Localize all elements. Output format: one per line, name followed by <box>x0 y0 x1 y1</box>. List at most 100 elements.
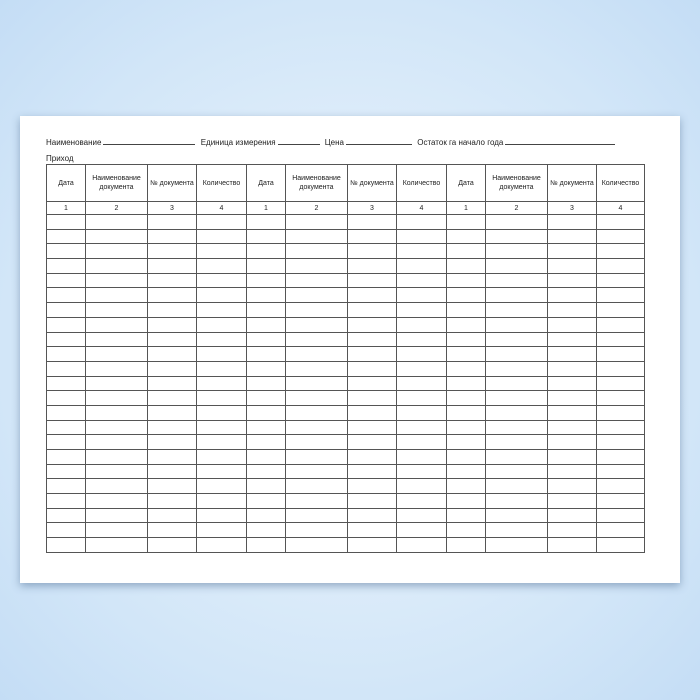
table-cell <box>85 493 148 509</box>
table-cell <box>596 331 645 348</box>
table-cell <box>246 449 286 465</box>
table-cell <box>446 434 486 450</box>
table-cell <box>85 478 148 495</box>
name-label: Наименование <box>46 138 102 147</box>
table-cell <box>485 302 548 318</box>
table-cell <box>347 478 397 495</box>
table-cell <box>547 390 597 406</box>
column-header: Наименование документа <box>285 164 348 202</box>
column-number: 4 <box>196 201 247 215</box>
table-cell <box>246 214 286 230</box>
table-cell <box>246 302 286 318</box>
table-cell <box>196 272 247 289</box>
table-cell <box>446 346 486 362</box>
table-cell <box>596 287 645 304</box>
table-row <box>46 346 645 362</box>
column-header: Дата <box>46 164 86 202</box>
table-cell <box>547 302 597 318</box>
table-cell <box>246 243 286 260</box>
table-cell <box>285 537 348 553</box>
table-row <box>46 331 645 348</box>
table-cell <box>547 419 597 436</box>
table-cell <box>246 404 286 421</box>
table-row <box>46 463 645 480</box>
table-cell <box>446 375 486 392</box>
table-cell <box>46 463 86 480</box>
table-cell <box>347 493 397 509</box>
table-cell <box>396 287 447 304</box>
table-cell <box>347 463 397 480</box>
table-cell <box>596 346 645 362</box>
table-cell <box>147 463 197 480</box>
table-cell <box>147 537 197 553</box>
table-cell <box>246 316 286 333</box>
table-cell <box>485 449 548 465</box>
table-cell <box>246 522 286 539</box>
table-cell <box>46 375 86 392</box>
table-cell <box>85 449 148 465</box>
table-cell <box>485 493 548 509</box>
table-cell <box>46 360 86 377</box>
table-row <box>46 537 645 553</box>
table-cell <box>147 360 197 377</box>
table-row <box>46 404 645 421</box>
table-cell <box>596 272 645 289</box>
section-label: Приход <box>46 154 74 163</box>
table-cell <box>246 478 286 495</box>
table-cell <box>147 258 197 274</box>
table-cell <box>446 272 486 289</box>
table-cell <box>396 316 447 333</box>
table-cell <box>85 272 148 289</box>
table-cell <box>285 449 348 465</box>
column-number: 2 <box>285 201 348 215</box>
table-cell <box>396 507 447 524</box>
table-cell <box>196 316 247 333</box>
table-cell <box>196 360 247 377</box>
table-cell <box>46 390 86 406</box>
table-row <box>46 390 645 406</box>
table-cell <box>46 537 86 553</box>
table-cell <box>547 404 597 421</box>
table-row <box>46 375 645 392</box>
table-cell <box>396 360 447 377</box>
table-cell <box>596 360 645 377</box>
table-cell <box>85 360 148 377</box>
table-cell <box>596 316 645 333</box>
table-cell <box>347 214 397 230</box>
table-cell <box>285 493 348 509</box>
table-cell <box>596 537 645 553</box>
table-cell <box>196 434 247 450</box>
table-cell <box>485 419 548 436</box>
table-cell <box>547 287 597 304</box>
table-cell <box>396 346 447 362</box>
table-row <box>46 493 645 509</box>
table-cell <box>196 346 247 362</box>
column-header: Количество <box>396 164 447 202</box>
table-cell <box>547 316 597 333</box>
table-cell <box>396 493 447 509</box>
document-page: Наименование Единица измерения Цена Оста… <box>20 116 680 583</box>
table-cell <box>485 214 548 230</box>
table-cell <box>147 287 197 304</box>
table-cell <box>446 302 486 318</box>
column-header: № документа <box>347 164 397 202</box>
table-cell <box>196 375 247 392</box>
table-row <box>46 507 645 524</box>
table-cell <box>596 507 645 524</box>
table-row <box>46 360 645 377</box>
table-cell <box>485 522 548 539</box>
table-cell <box>147 404 197 421</box>
table-cell <box>396 214 447 230</box>
table-cell <box>446 522 486 539</box>
table-row <box>46 434 645 450</box>
table-cell <box>446 331 486 348</box>
table-cell <box>596 228 645 245</box>
table-cell <box>347 346 397 362</box>
balance-blank <box>505 136 616 145</box>
table-cell <box>246 463 286 480</box>
column-number: 2 <box>85 201 148 215</box>
price-label: Цена <box>324 138 344 147</box>
table-cell <box>347 316 397 333</box>
table-cell <box>446 258 486 274</box>
table-cell <box>485 287 548 304</box>
